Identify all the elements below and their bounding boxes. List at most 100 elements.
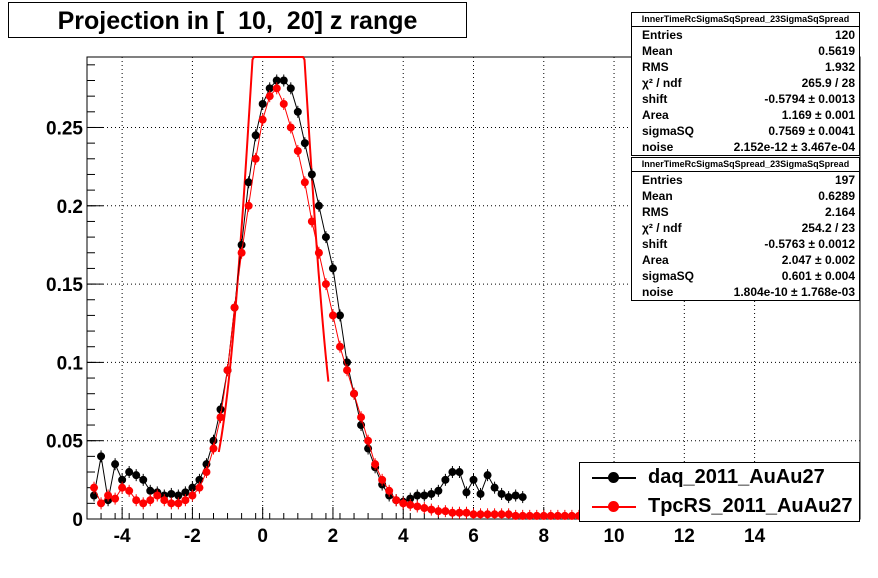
legend-entry-daq: daq_2011_AuAu27 [580, 464, 859, 492]
data-point [490, 483, 499, 492]
data-point [469, 510, 478, 519]
x-tick-label: 0 [257, 526, 268, 547]
data-point [476, 510, 485, 519]
data-point [286, 123, 295, 132]
data-point [511, 511, 520, 520]
x-tick-label: 14 [744, 526, 766, 547]
data-point [279, 76, 288, 85]
stats-key: sigmaSQ [642, 269, 695, 283]
legend-marker-icon [608, 472, 619, 483]
data-point [497, 489, 506, 498]
stats-row: noise 1.804e-10 ± 1.768e-03 [632, 284, 859, 300]
data-point [476, 489, 485, 498]
stats-row: Mean 0.5619 [632, 43, 859, 59]
x-tick-label: 10 [603, 526, 624, 547]
stats-key: Area [642, 108, 669, 122]
stats-row: Area 1.169 ± 0.001 [632, 107, 859, 123]
data-point [216, 413, 225, 422]
data-point [181, 496, 190, 505]
data-point [350, 389, 359, 398]
data-point [188, 491, 197, 500]
stats-row: sigmaSQ 0.601 ± 0.004 [632, 268, 859, 284]
data-point [546, 511, 555, 520]
stats-row: sigmaSQ 0.7569 ± 0.0041 [632, 123, 859, 139]
data-point [553, 511, 562, 520]
legend: daq_2011_AuAu27 TpcRS_2011_AuAu27 [579, 462, 860, 522]
data-point [469, 475, 478, 484]
data-point [97, 452, 106, 461]
y-tick-labels: 0 0.05 0.1 0.15 0.2 0.25 [46, 118, 83, 531]
x-tick-label: 12 [674, 526, 695, 547]
data-point [223, 366, 232, 375]
stats-row: noise 2.152e-12 ± 3.467e-04 [632, 139, 859, 155]
data-point [504, 510, 513, 519]
stats-key: sigmaSQ [642, 124, 695, 138]
data-point [230, 303, 239, 312]
data-point [328, 311, 337, 320]
data-point [307, 170, 316, 179]
stats-value: 0.5619 [818, 44, 855, 58]
chart-title-box: Projection in [ 10, 20] z range [8, 2, 467, 38]
data-point [104, 491, 113, 500]
data-point [160, 496, 169, 505]
data-point [244, 201, 253, 210]
data-point [251, 131, 260, 140]
data-point [174, 491, 183, 500]
data-point [146, 496, 155, 505]
data-point [188, 483, 197, 492]
data-point [343, 366, 352, 375]
stats-row: shift -0.5763 ± 0.0012 [632, 236, 859, 252]
stats-value: 254.2 / 23 [801, 221, 855, 235]
data-point [132, 471, 141, 480]
data-point [525, 511, 534, 520]
data-point [497, 510, 506, 519]
data-point [167, 489, 176, 498]
legend-entry-tpcrs: TpcRS_2011_AuAu27 [580, 493, 859, 521]
data-point [97, 499, 106, 508]
data-point [392, 496, 401, 505]
data-point [314, 248, 323, 257]
data-point [371, 460, 380, 469]
stats-key: RMS [642, 60, 669, 74]
y-tick-label: 0.15 [46, 275, 83, 296]
data-point [258, 115, 267, 124]
data-point [300, 139, 309, 148]
data-point [441, 475, 450, 484]
y-tick-label: 0.2 [57, 197, 83, 218]
stats-key: shift [642, 237, 668, 251]
data-point [293, 146, 302, 155]
stats-value: -0.5794 ± 0.0013 [764, 92, 855, 106]
stats-row: Entries 197 [632, 172, 859, 188]
stats-key: noise [642, 285, 674, 299]
data-point [532, 511, 541, 520]
stats-key: noise [642, 140, 674, 154]
data-point [174, 499, 183, 508]
stats-row: χ² / ndf 254.2 / 23 [632, 220, 859, 236]
data-point [118, 483, 127, 492]
data-point [265, 92, 274, 101]
data-point [125, 468, 134, 477]
data-point [90, 483, 99, 492]
stats-key: shift [642, 92, 668, 106]
stats-value: 265.9 / 28 [801, 76, 855, 90]
data-point [427, 489, 436, 498]
data-point [434, 507, 443, 516]
stats-row: χ² / ndf 265.9 / 28 [632, 75, 859, 91]
data-point [307, 217, 316, 226]
stats-key: Mean [642, 44, 673, 58]
data-point [265, 84, 274, 93]
data-point [279, 99, 288, 108]
stats-value: 197 [834, 173, 855, 187]
stats-row: shift -0.5794 ± 0.0013 [632, 91, 859, 107]
data-point [300, 178, 309, 187]
stats-key: χ² / ndf [642, 76, 682, 90]
data-point [195, 483, 204, 492]
data-point [139, 499, 148, 508]
data-point [490, 510, 499, 519]
stats-row: RMS 2.164 [632, 204, 859, 220]
stats-header: InnerTimeRcSigmaSqSpread_23SigmaSqSpread [632, 158, 859, 172]
y-tick-label: 0.1 [57, 353, 84, 374]
data-point [420, 491, 429, 500]
chart-title: Projection in [ 10, 20] z range [57, 7, 418, 35]
data-point [90, 491, 99, 500]
